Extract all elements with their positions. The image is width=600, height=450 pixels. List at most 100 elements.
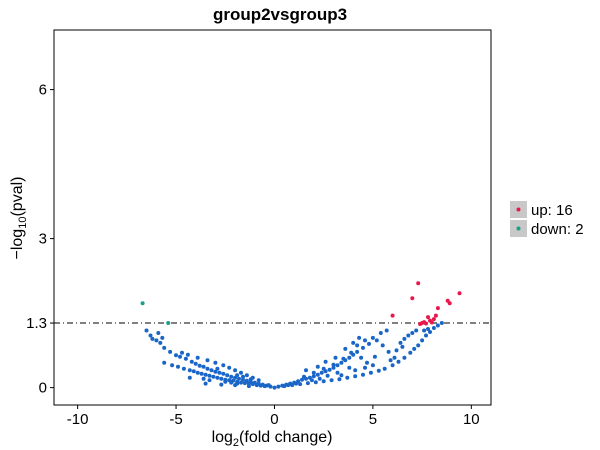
x-tick-label: 0 [270, 411, 278, 428]
y-axis-label-rest: (pval) [9, 177, 26, 217]
point-ns [225, 373, 230, 378]
point-ns [327, 367, 332, 372]
point-ns [266, 383, 271, 388]
point-ns [162, 360, 167, 365]
point-ns [341, 356, 346, 361]
point-ns [317, 376, 322, 381]
point-ns [168, 349, 173, 354]
y-axis: 0 1.3 3 6 [26, 82, 54, 397]
point-ns [185, 352, 190, 357]
point-ns [321, 379, 326, 384]
point-ns [353, 368, 358, 373]
point-ns [207, 373, 212, 378]
x-axis-label-sub: 2 [233, 437, 239, 449]
point-ns [201, 364, 206, 369]
point-ns [217, 370, 222, 375]
point-ns [244, 373, 249, 378]
point-ns [384, 328, 389, 333]
point-ns [221, 371, 226, 376]
point-ns [205, 358, 210, 363]
point-ns [390, 363, 395, 368]
point-ns [439, 321, 444, 325]
point-ns [305, 381, 310, 386]
point-ns [345, 375, 350, 380]
point-ns [361, 345, 365, 350]
point-ns [241, 377, 245, 382]
point-up [410, 296, 415, 301]
point-ns [282, 384, 287, 389]
point-ns [392, 355, 397, 360]
point-ns [431, 326, 436, 330]
point-ns [229, 380, 234, 385]
point-ns [402, 336, 407, 341]
point-ns [398, 340, 403, 345]
point-ns [347, 365, 352, 370]
point-ns [319, 370, 324, 375]
x-axis: -10 -5 0 5 10 [67, 405, 480, 428]
point-up [435, 306, 440, 311]
point-ns [233, 368, 238, 373]
point-ns [323, 359, 328, 364]
point-ns [286, 383, 291, 388]
point-ns [215, 375, 220, 380]
point-up [426, 315, 430, 320]
point-ns [174, 353, 178, 358]
point-ns [365, 360, 369, 365]
y-axis-label-sub: 10 [17, 217, 29, 229]
point-ns [272, 385, 277, 390]
point-ns [410, 331, 415, 335]
legend-swatch-up [516, 207, 521, 212]
y-tick-label: 1.3 [26, 315, 47, 332]
point-ns [394, 348, 399, 353]
point-ns [331, 362, 336, 367]
point-ns [223, 379, 228, 384]
x-axis-label: log2(fold change) [212, 429, 333, 449]
point-ns [205, 366, 210, 371]
point-ns [315, 372, 320, 377]
point-ns [408, 350, 413, 355]
point-ns [321, 366, 326, 371]
point-ns [335, 363, 340, 368]
point-ns [203, 381, 208, 386]
point-ns [313, 380, 318, 385]
point-ns [367, 341, 371, 346]
point-ns [290, 383, 295, 388]
point-ns [300, 377, 304, 382]
point-ns [378, 331, 383, 335]
point-ns [235, 373, 240, 378]
point-ns [374, 338, 379, 343]
y-axis-label: −log10(pval) [9, 177, 29, 260]
point-ns [363, 365, 367, 370]
point-ns [162, 345, 167, 350]
point-ns [333, 355, 338, 360]
data-points [140, 281, 462, 390]
point-ns [353, 374, 358, 379]
point-ns [294, 381, 299, 386]
point-ns [176, 364, 180, 369]
point-ns [298, 382, 303, 387]
point-ns [160, 335, 165, 340]
point-ns [197, 363, 202, 368]
point-up [390, 313, 395, 318]
point-ns [219, 376, 224, 381]
point-up [424, 321, 428, 326]
point-ns [213, 360, 218, 365]
point-ns [150, 336, 155, 341]
plot-panel [53, 29, 492, 406]
point-ns [193, 361, 198, 366]
y-tick-label: 3 [39, 231, 47, 248]
point-ns [406, 333, 411, 338]
point-ns [347, 355, 352, 360]
point-ns [302, 374, 306, 379]
point-ns [183, 356, 188, 361]
point-ns [254, 383, 259, 388]
point-ns [187, 375, 192, 380]
x-tick-label: -5 [169, 411, 182, 428]
point-ns [189, 359, 194, 364]
point-ns [435, 323, 440, 328]
point-ns [424, 333, 428, 338]
point-ns [396, 359, 401, 364]
point-ns [156, 331, 161, 335]
point-ns [178, 354, 182, 359]
point-ns [412, 346, 417, 351]
